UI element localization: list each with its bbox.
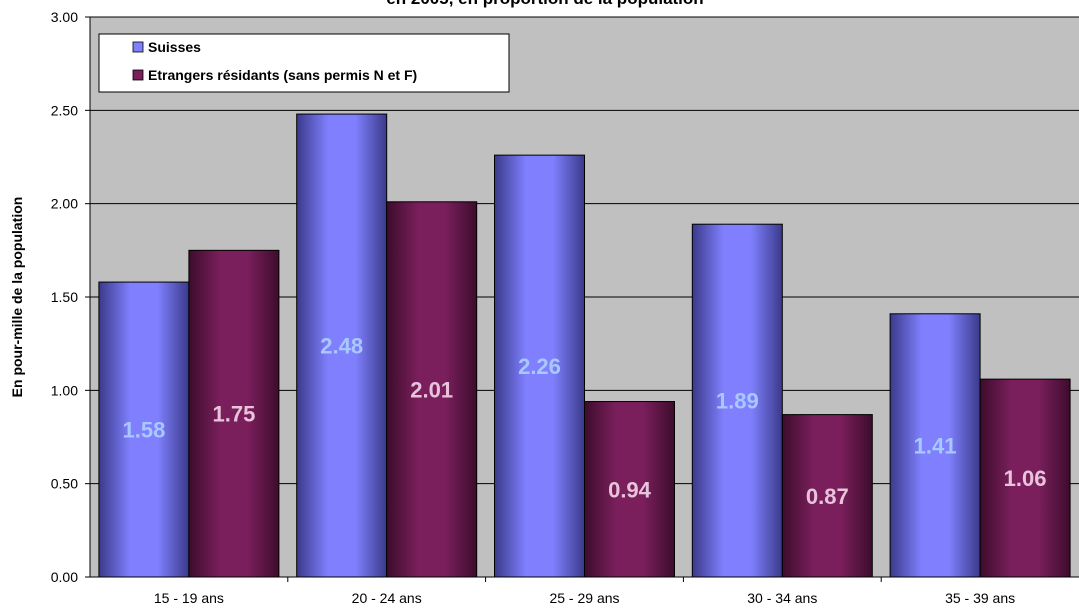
legend-label-etrangers: Etrangers résidants (sans permis N et F)	[148, 67, 417, 83]
legend-label-suisses: Suisses	[148, 39, 201, 55]
legend-swatch-suisses	[132, 41, 144, 53]
data-label: 0.94	[608, 477, 652, 502]
y-tick-label: 2.00	[51, 196, 78, 212]
data-label: 1.58	[122, 418, 165, 443]
data-label: 2.26	[518, 354, 561, 379]
bar-suisses	[494, 154, 586, 578]
legend: Suisses Etrangers résidants (sans permis…	[98, 33, 510, 93]
legend-box	[98, 33, 510, 93]
y-tick-label: 0.50	[51, 476, 78, 492]
y-tick-label: 3.00	[51, 9, 78, 25]
x-tick-label: 20 - 24 ans	[352, 590, 422, 606]
y-tick-label: 1.00	[51, 382, 78, 398]
y-tick-labels: 0.00 0.50 1.00 1.50 2.00 2.50 3.00	[51, 9, 78, 585]
data-label: 1.75	[212, 402, 255, 427]
axes	[89, 17, 1079, 578]
y-tick-label: 0.00	[51, 569, 78, 585]
legend-swatch-etrangers	[132, 69, 144, 81]
bar-suisses	[889, 313, 981, 578]
bar-etrangers	[979, 378, 1071, 578]
y-tick-label: 2.50	[51, 102, 78, 118]
bar-suisses	[691, 223, 783, 578]
data-label: 0.87	[806, 484, 849, 509]
data-label: 1.89	[716, 389, 759, 414]
data-labels: 1.58 1.75 2.48 2.01 2.26 0.94 1.89 0.87 1.41 1.06	[122, 334, 1046, 509]
data-label: 1.41	[914, 433, 957, 458]
y-tick-label: 1.50	[51, 289, 78, 305]
x-tick-label: 25 - 29 ans	[549, 590, 619, 606]
data-label: 1.06	[1004, 466, 1047, 491]
x-tick-labels: 15 - 19 ans 20 - 24 ans 25 - 29 ans 30 - 34…	[154, 577, 1015, 606]
data-label: 2.48	[320, 334, 363, 359]
bar-suisses	[98, 281, 190, 578]
bar-etrangers	[584, 401, 675, 578]
x-tick-label: 15 - 19 ans	[154, 590, 224, 606]
bars	[98, 113, 1071, 578]
bar-etrangers	[386, 201, 478, 578]
y-axis-title: En pour-mille de la population	[9, 197, 25, 398]
chart-title: en 2005, en proportion de la population	[386, 0, 703, 8]
x-tick-label: 35 - 39 ans	[945, 590, 1015, 606]
x-tick-label: 30 - 34 ans	[747, 590, 817, 606]
data-label: 2.01	[410, 377, 453, 402]
